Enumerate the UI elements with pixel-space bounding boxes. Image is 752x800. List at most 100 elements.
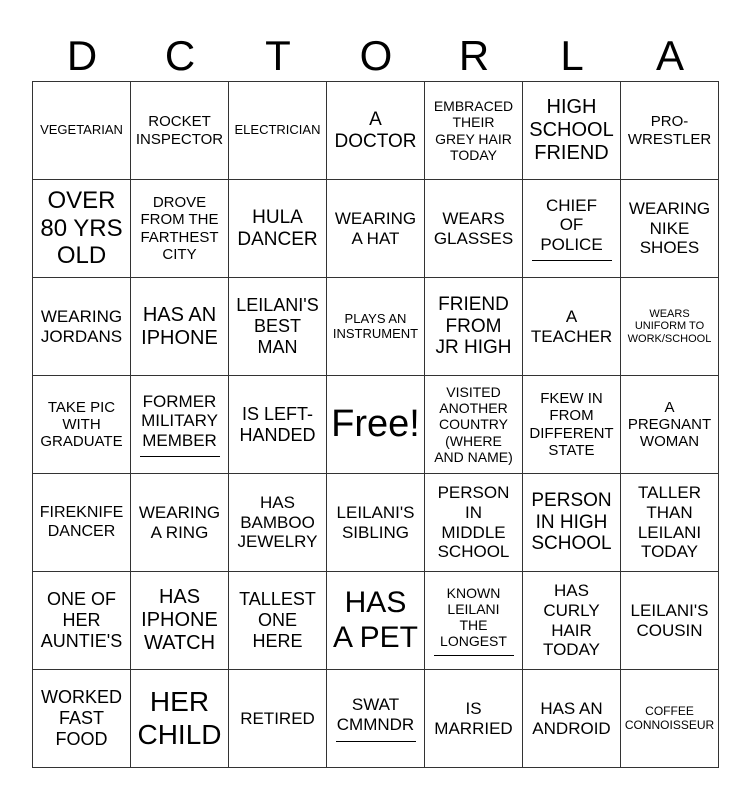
bingo-cell[interactable]: PERSON IN HIGH SCHOOL [523,474,621,572]
bingo-cell[interactable]: KNOWN LEILANI THE LONGEST [425,572,523,670]
bingo-cell[interactable]: VEGETARIAN [33,82,131,180]
cell-text: HIGH SCHOOL FRIEND [529,96,614,164]
cell-text: PERSON IN HIGH SCHOOL [531,489,612,555]
bingo-cell[interactable]: WEARING JORDANS [33,278,131,376]
cell-text: PLAYS AN INSTRUMENT [332,310,419,341]
bingo-cell[interactable]: PERSON IN MIDDLE SCHOOL [425,474,523,572]
bingo-cell[interactable]: DROVE FROM THE FARTHEST CITY [131,180,229,278]
header-letter: C [164,32,196,79]
write-in-blank-line [433,655,514,657]
cell-text: TALLER THAN LEILANI TODAY [637,483,702,562]
cell-text: HAS A PET [332,586,419,654]
bingo-cell[interactable]: ELECTRICIAN [229,82,327,180]
cell-text: TAKE PIC WITH GRADUATE [40,398,123,451]
cell-text: HAS IPHONE WATCH [141,586,218,654]
bingo-cell[interactable]: A DOCTOR [327,82,425,180]
cell-text: CHIEF OF POLICE [540,195,603,254]
cell-text: ONE OF HER AUNTIE'S [40,589,123,651]
cell-text: Free! [331,402,420,445]
bingo-cell[interactable]: HAS AN ANDROID [523,670,621,768]
header-letter: D [66,32,98,79]
cell-text: SWAT CMMNDR [336,695,415,734]
cell-text: WEARING A HAT [334,208,417,248]
bingo-cell[interactable]: HAS IPHONE WATCH [131,572,229,670]
cell-text: PERSON IN MIDDLE SCHOOL [437,483,510,562]
cell-text: A PREGNANT WOMAN [627,398,712,451]
bingo-cell[interactable]: HIGH SCHOOL FRIEND [523,82,621,180]
bingo-cell[interactable]: FRIEND FROM JR HIGH [425,278,523,376]
bingo-cell[interactable]: WEARS GLASSES [425,180,523,278]
cell-text: FKEW IN FROM DIFFERENT STATE [529,390,614,459]
bingo-cell[interactable]: A TEACHER [523,278,621,376]
bingo-cell[interactable]: WEARING NIKE SHOES [621,180,719,278]
cell-text: TALLEST ONE HERE [239,589,316,651]
bingo-cell[interactable]: WEARS UNIFORM TO WORK/SCHOOL [621,278,719,376]
cell-text: FIREKNIFE DANCER [39,504,124,540]
bingo-cell[interactable]: ONE OF HER AUNTIE'S [33,572,131,670]
cell-text: LEILANI'S BEST MAN [236,295,319,357]
bingo-cell[interactable]: WORKED FAST FOOD [33,670,131,768]
cell-text: A DOCTOR [334,108,417,152]
bingo-cell[interactable]: LEILANI'S BEST MAN [229,278,327,376]
cell-text: IS LEFT- HANDED [239,403,316,445]
bingo-grid: VEGETARIAN ROCKET INSPECTOR ELECTRICIAN A D… [32,81,719,768]
bingo-cell[interactable]: TALLEST ONE HERE [229,572,327,670]
cell-text: RETIRED [240,708,315,728]
bingo-cell[interactable]: SWAT CMMNDR [327,670,425,768]
header-letter: O [359,32,393,79]
bingo-cell[interactable]: VISITED ANOTHER COUNTRY (WHERE AND NAME) [425,376,523,474]
cell-text: LEILANI'S COUSIN [630,600,709,640]
bingo-cell[interactable]: OVER 80 YRS OLD [33,180,131,278]
bingo-cell[interactable]: IS LEFT- HANDED [229,376,327,474]
write-in-blank-line [139,456,220,458]
bingo-cell[interactable]: RETIRED [229,670,327,768]
header-letter: L [560,32,584,79]
bingo-cell[interactable]: PRO- WRESTLER [621,82,719,180]
cell-text: KNOWN LEILANI THE LONGEST [440,584,507,650]
bingo-cell[interactable]: TALLER THAN LEILANI TODAY [621,474,719,572]
cell-text: A TEACHER [530,306,613,346]
bingo-cell[interactable]: FKEW IN FROM DIFFERENT STATE [523,376,621,474]
bingo-cell[interactable]: COFFEE CONNOISSEUR [621,670,719,768]
bingo-cell[interactable]: WEARING A HAT [327,180,425,278]
cell-text: HAS AN IPHONE [141,303,218,349]
header-letter: R [458,32,490,79]
cell-text: WEARS GLASSES [433,208,514,248]
bingo-cell[interactable]: HAS A PET [327,572,425,670]
bingo-cell[interactable]: HAS BAMBOO JEWELRY [229,474,327,572]
cell-text: FORMER MILITARY MEMBER [141,391,218,450]
bingo-cell[interactable]: TAKE PIC WITH GRADUATE [33,376,131,474]
cell-text: HAS AN ANDROID [532,698,611,738]
cell-text: VISITED ANOTHER COUNTRY (WHERE AND NAME) [434,384,513,465]
bingo-cell[interactable]: ROCKET INSPECTOR [131,82,229,180]
bingo-cell[interactable]: HAS CURLY HAIR TODAY [523,572,621,670]
bingo-cell[interactable]: HULA DANCER [229,180,327,278]
cell-text: HAS BAMBOO JEWELRY [237,493,318,552]
cell-text: OVER 80 YRS OLD [40,187,123,270]
cell-text: ELECTRICIAN [234,122,321,138]
free-space-cell[interactable]: Free! [327,376,425,474]
cell-text: VEGETARIAN [40,122,123,138]
cell-text: WEARING JORDANS [40,306,123,346]
bingo-cell[interactable]: WEARING A RING [131,474,229,572]
bingo-cell[interactable]: HER CHILD [131,670,229,768]
bingo-cell[interactable]: LEILANI'S COUSIN [621,572,719,670]
header-letter: A [655,32,684,79]
cell-text: WEARING A RING [138,502,221,542]
bingo-cell[interactable]: EMBRACED THEIR GREY HAIR TODAY [425,82,523,180]
bingo-cell[interactable]: FIREKNIFE DANCER [33,474,131,572]
bingo-cell[interactable]: IS MARRIED [425,670,523,768]
bingo-cell[interactable]: HAS AN IPHONE [131,278,229,376]
bingo-cell[interactable]: PLAYS AN INSTRUMENT [327,278,425,376]
cell-text: WEARING NIKE SHOES [628,199,711,258]
bingo-cell[interactable]: CHIEF OF POLICE [523,180,621,278]
bingo-cell[interactable]: FORMER MILITARY MEMBER [131,376,229,474]
bingo-cell[interactable]: A PREGNANT WOMAN [621,376,719,474]
cell-text: HER CHILD [137,686,222,750]
write-in-blank-line [335,740,416,742]
cell-text: LEILANI'S SIBLING [336,502,415,542]
bingo-cell[interactable]: LEILANI'S SIBLING [327,474,425,572]
write-in-blank-line [531,260,612,262]
cell-text: HAS CURLY HAIR TODAY [543,581,600,660]
cell-text: EMBRACED THEIR GREY HAIR TODAY [433,98,514,163]
